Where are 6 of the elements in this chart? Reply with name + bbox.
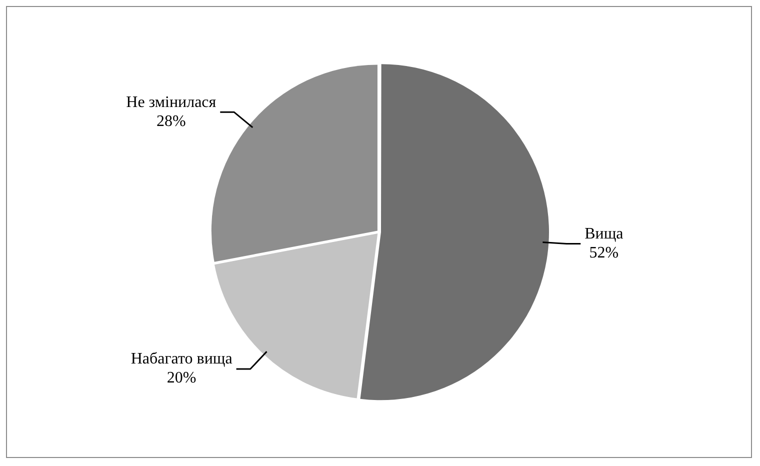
slice-label: Не змінилася	[126, 94, 217, 111]
data-label: 52%	[589, 244, 619, 262]
data-label: 28%	[156, 112, 186, 130]
data-label: 20%	[166, 370, 196, 387]
slice-label: Вища	[584, 226, 624, 243]
slice-label: Набагато вища	[130, 350, 232, 368]
